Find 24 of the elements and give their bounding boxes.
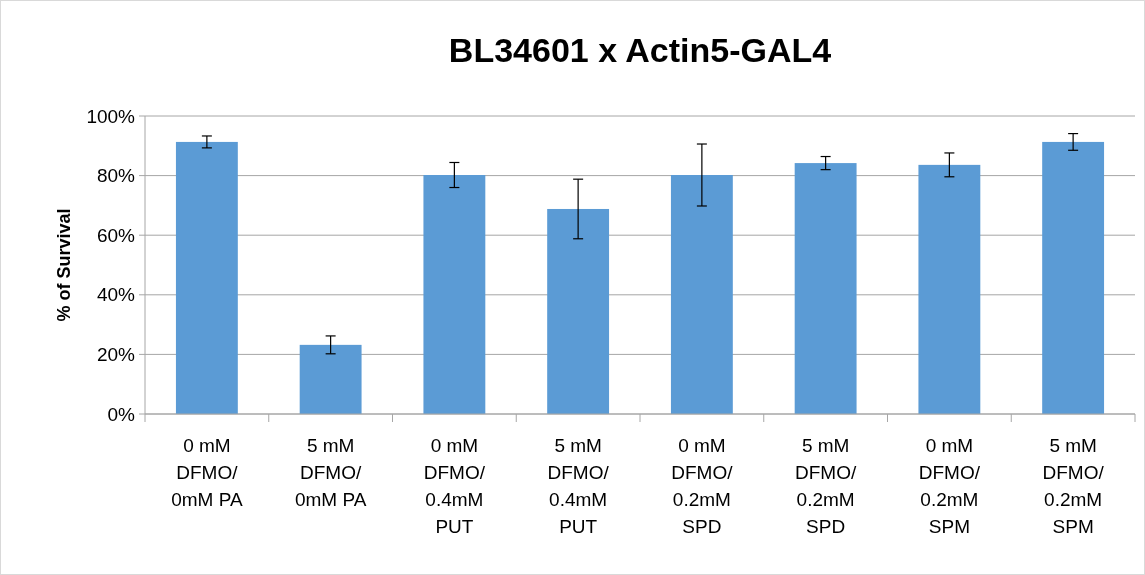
bar xyxy=(794,163,857,414)
bar xyxy=(1042,141,1105,414)
x-tick-label: 0 mM DFMO/ 0.2mM SPD xyxy=(671,435,734,537)
x-tick-label: 0 mM DFMO/ 0.2mM SPM xyxy=(918,435,981,537)
x-tick-label: 0 mM DFMO/ 0mM PA xyxy=(171,435,243,510)
y-tick-label: 20% xyxy=(96,344,136,366)
bar xyxy=(670,175,733,414)
bar xyxy=(423,175,486,414)
x-tick-label: 5 mM DFMO/ 0.2mM SPM xyxy=(1042,435,1105,537)
y-axis-title: % of Survival xyxy=(54,208,74,322)
x-tick-label: 5 mM DFMO/ 0mM PA xyxy=(294,435,367,510)
x-tick-label: 0 mM DFMO/ 0.4mM PUT xyxy=(423,435,486,537)
x-tick-label: 5 mM DFMO/ 0.2mM SPD xyxy=(795,435,857,537)
y-tick-label: 60% xyxy=(96,224,136,246)
bar xyxy=(918,164,981,414)
y-tick-label: 100% xyxy=(86,105,136,127)
bar xyxy=(175,141,238,414)
y-tick-label: 0% xyxy=(107,403,136,425)
x-tick-label: 5 mM DFMO/ 0.4mM PUT xyxy=(547,435,610,537)
y-tick-label: 80% xyxy=(96,165,136,187)
chart-title: BL34601 x Actin5-GAL4 xyxy=(448,31,832,69)
bar xyxy=(547,208,610,414)
bar xyxy=(299,344,362,414)
y-tick-label: 40% xyxy=(96,284,136,306)
